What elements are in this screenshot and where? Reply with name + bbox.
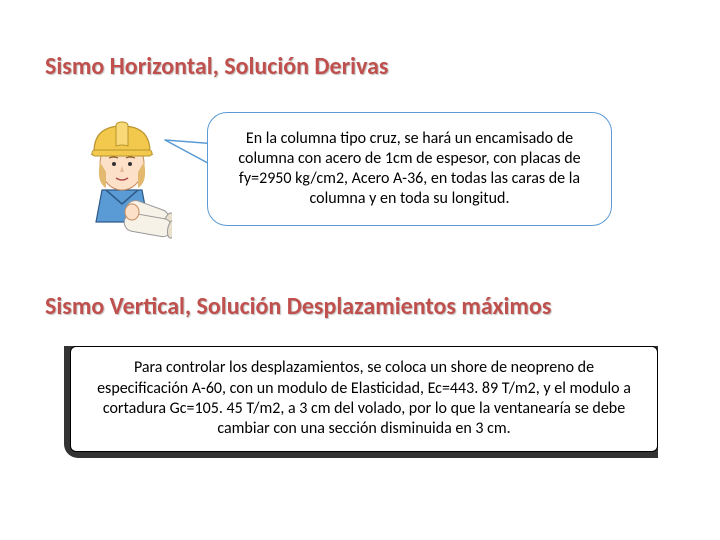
bubble-text: En la columna tipo cruz, se hará un enca…	[226, 129, 593, 209]
bottom-callout: Para controlar los desplazamientos, se c…	[64, 346, 658, 458]
speech-bubble: En la columna tipo cruz, se hará un enca…	[207, 112, 612, 226]
heading-horizontal: Sismo Horizontal, Solución Derivas	[45, 52, 389, 81]
bottom-box: Para controlar los desplazamientos, se c…	[70, 346, 658, 452]
engineer-illustration	[72, 112, 172, 242]
heading-vertical: Sismo Vertical, Solución Desplazamientos…	[45, 292, 551, 321]
bottom-text: Para controlar los desplazamientos, se c…	[91, 358, 637, 440]
